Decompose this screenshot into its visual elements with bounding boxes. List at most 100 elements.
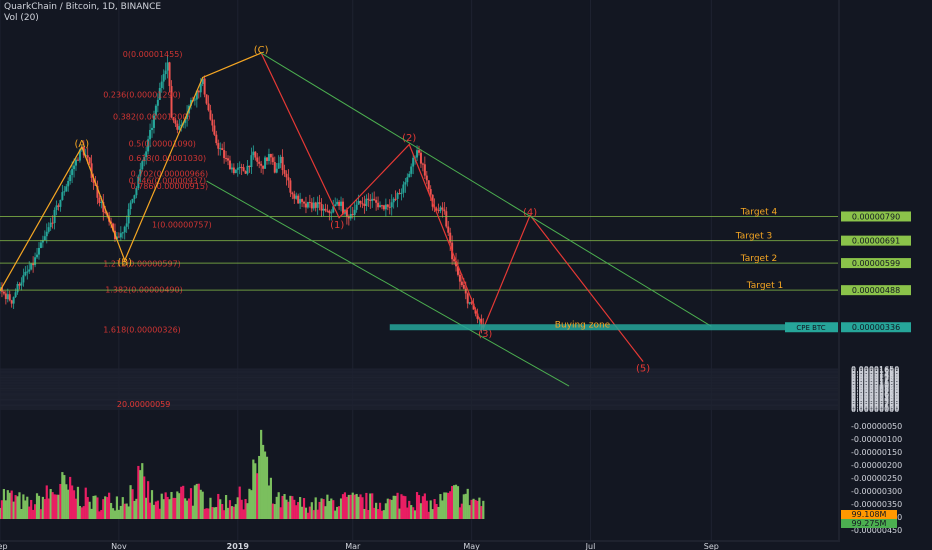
candle-body: [293, 194, 296, 199]
volume-bars: [0, 429, 485, 519]
target-price-tag: [841, 258, 911, 269]
volume-bar: [326, 494, 329, 519]
volume-bar: [131, 489, 134, 519]
volume-bar: [102, 499, 105, 519]
price-tick-label: 0.00001600: [851, 366, 899, 375]
volume-bar: [211, 507, 214, 519]
volume-bar: [96, 497, 99, 519]
volume-bar: [57, 494, 60, 519]
volume-bar: [92, 495, 95, 519]
volume-bar: [150, 490, 154, 519]
volume-bar: [361, 497, 364, 519]
candle-body: [236, 167, 239, 170]
volume-bar: [306, 512, 310, 519]
volume-bar: [339, 498, 343, 519]
candle-body: [71, 169, 74, 175]
volume-bar: [330, 498, 333, 519]
candle-body: [326, 210, 329, 212]
candle-body: [178, 126, 181, 130]
volume-bar: [187, 498, 191, 519]
candle-body: [125, 223, 128, 227]
volume-bar: [271, 503, 274, 519]
volume-bar: [320, 498, 323, 519]
volume-bar: [205, 508, 208, 519]
price-tick-label: 0.00001250: [851, 375, 899, 384]
volume-bar: [388, 499, 391, 519]
volume-bar: [10, 490, 13, 519]
candle-body: [351, 213, 354, 215]
candle-body: [137, 176, 140, 189]
target-label: Target 3: [735, 232, 772, 242]
volume-bar: [324, 506, 327, 519]
volume-bar: [143, 476, 146, 519]
candle-body: [386, 204, 389, 207]
candle-body: [69, 174, 72, 181]
candle-body: [291, 192, 294, 195]
buying-zone-tag: [785, 322, 838, 333]
candle-body: [170, 86, 173, 118]
candle-body: [277, 163, 280, 169]
candle-body: [377, 202, 380, 208]
volume-bar: [104, 496, 107, 519]
candle-body: [63, 191, 66, 193]
candle-body: [271, 157, 274, 163]
candle-body: [439, 207, 442, 211]
candle-body: [129, 202, 132, 210]
candle-body: [334, 204, 337, 207]
volume-bar: [310, 502, 313, 519]
volume-bar: [250, 490, 253, 519]
volume-bar: [472, 498, 475, 519]
volume-bar: [88, 501, 91, 519]
volume-bar: [367, 510, 370, 519]
volume-bar: [141, 463, 144, 519]
candle-body: [330, 212, 333, 214]
volume-bar: [345, 496, 348, 519]
candle-body: [347, 216, 350, 219]
candle-body: [195, 90, 198, 100]
candle-body: [88, 157, 91, 164]
volume-bar: [100, 509, 103, 519]
volume-bar: [6, 490, 9, 519]
price-tick-label: 0.00000850: [851, 384, 899, 393]
volume-bar: [415, 492, 419, 519]
candle-body: [164, 70, 167, 75]
volume-bar: [197, 483, 200, 519]
volume-bar: [24, 500, 27, 519]
fibonacci-level-label: 1(0.00000757): [152, 221, 212, 230]
volume-bar: [82, 506, 85, 519]
target-price-tag-label: 0.00000599: [852, 259, 900, 268]
volume-bar: [419, 503, 423, 519]
volume-bar: [147, 481, 150, 519]
price-tick-label: 0.00000100: [851, 403, 899, 412]
volume-bar: [221, 504, 224, 519]
candle-body: [160, 81, 163, 88]
candle-body: [55, 205, 58, 210]
volume-bar: [246, 503, 249, 519]
candle-body: [209, 110, 212, 120]
volume-bar: [154, 501, 158, 519]
candle-body: [324, 208, 327, 211]
candle-body: [14, 292, 17, 298]
volume-bar: [277, 492, 280, 519]
price-tick-label: 0.00000650: [851, 389, 899, 398]
volume-bar: [441, 500, 444, 519]
candle-body: [437, 210, 440, 212]
candle-body: [16, 284, 19, 293]
volume-bar: [184, 498, 187, 519]
candle-body: [234, 169, 237, 174]
candle-body: [149, 129, 152, 140]
candle-body: [104, 212, 107, 214]
volume-bar: [76, 486, 80, 519]
volume-bar: [53, 494, 56, 519]
volume-bar: [357, 496, 360, 519]
volume-bar: [299, 497, 302, 519]
candle-body: [456, 266, 459, 275]
candle-body: [394, 198, 397, 200]
wave-label: (A): [75, 139, 90, 150]
price-tick-label: 0.00000300: [851, 398, 899, 407]
volume-bar: [312, 510, 315, 519]
volume-bar: [193, 485, 196, 519]
trend-channel: [206, 52, 712, 387]
candle-body: [445, 211, 448, 227]
